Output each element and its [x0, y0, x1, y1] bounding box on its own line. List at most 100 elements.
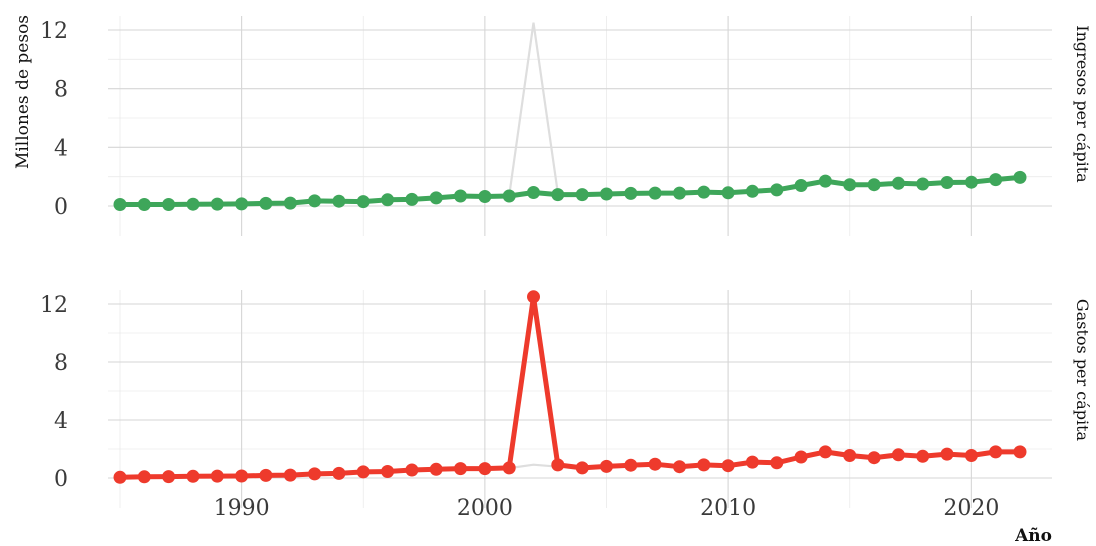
data-point-ingresos [600, 187, 613, 201]
data-point-gastos [673, 460, 686, 474]
data-point-gastos [916, 449, 930, 463]
data-point-ingresos [891, 176, 905, 190]
data-point-gastos [818, 445, 832, 459]
data-point-gastos [648, 457, 662, 471]
data-point-gastos [381, 465, 395, 478]
data-point-gastos [235, 469, 249, 483]
data-point-ingresos [1013, 170, 1027, 184]
y-tick-label: 4 [54, 136, 68, 161]
data-point-gastos [624, 458, 638, 472]
y-tick-label: 0 [54, 467, 68, 492]
data-point-gastos [356, 465, 370, 479]
x-axis: 1990 2000 2010 2020 [214, 496, 1000, 521]
data-point-ingresos [186, 197, 200, 211]
data-point-gastos [600, 459, 613, 473]
data-point-ingresos [137, 198, 151, 211]
data-point-gastos [137, 470, 151, 484]
background-line-gastos [119, 22, 1020, 207]
data-point-gastos [794, 450, 808, 464]
data-point-gastos [551, 458, 565, 472]
data-point-ingresos [697, 185, 711, 199]
data-point-ingresos [113, 198, 127, 211]
x-axis-title: Año [1014, 526, 1052, 546]
data-point-gastos [940, 447, 954, 461]
gastos-panel: 0 4 8 12 [40, 290, 1052, 508]
data-point-ingresos [648, 186, 662, 200]
data-point-gastos [186, 469, 200, 483]
data-point-ingresos [843, 178, 857, 192]
data-point-gastos [1013, 445, 1027, 459]
series-line-gastos [117, 294, 1023, 480]
data-point-gastos [259, 468, 273, 482]
data-point-ingresos [308, 194, 322, 208]
data-point-ingresos [721, 186, 735, 200]
data-point-ingresos [940, 176, 954, 189]
data-point-ingresos [818, 174, 832, 188]
data-point-gastos [283, 468, 297, 482]
facet-strip-gastos: Gastos per cápita [1073, 299, 1092, 442]
facet-strip-ingresos: Ingresos per cápita [1073, 25, 1092, 183]
data-point-ingresos [964, 175, 978, 189]
data-point-gastos [210, 469, 224, 483]
x-tick-label: 2020 [943, 496, 999, 521]
data-point-gastos [843, 449, 857, 462]
y-axis-title: Millones de pesos [13, 15, 33, 169]
data-point-ingresos [527, 186, 540, 199]
data-point-ingresos [745, 184, 759, 198]
data-point-gastos [113, 470, 127, 484]
data-point-ingresos [867, 178, 881, 192]
data-point-ingresos [551, 188, 565, 202]
data-point-gastos [162, 470, 176, 484]
data-point-ingresos [989, 173, 1003, 187]
data-point-ingresos [794, 179, 808, 192]
data-point-ingresos [162, 198, 176, 211]
data-point-ingresos [770, 183, 784, 197]
x-tick-label: 2010 [700, 496, 756, 521]
data-point-gastos [527, 290, 540, 304]
y-tick-label: 4 [54, 409, 68, 434]
data-point-gastos [502, 461, 516, 475]
y-tick-label: 0 [54, 195, 68, 220]
data-point-gastos [575, 461, 589, 475]
data-point-ingresos [235, 197, 249, 211]
data-point-ingresos [356, 195, 370, 209]
x-tick-label: 2000 [457, 496, 513, 521]
series-line-ingresos [117, 174, 1023, 207]
data-point-ingresos [381, 193, 395, 207]
data-point-gastos [989, 445, 1003, 459]
data-point-ingresos [283, 196, 297, 210]
data-point-gastos [721, 459, 735, 473]
data-point-gastos [964, 449, 978, 462]
x-tick-label: 1990 [214, 496, 270, 521]
y-tick-label: 8 [54, 351, 68, 376]
data-point-ingresos [332, 194, 346, 208]
data-point-ingresos [405, 192, 419, 206]
y-tick-label: 12 [40, 19, 68, 44]
data-point-gastos [454, 462, 467, 476]
data-point-ingresos [624, 186, 638, 200]
data-point-gastos [891, 448, 905, 462]
y-tick-label: 8 [54, 78, 68, 103]
data-point-ingresos [502, 189, 516, 203]
data-point-gastos [478, 462, 492, 476]
data-point-ingresos [259, 196, 273, 210]
background-line-ingresos [120, 448, 1021, 478]
data-point-gastos [308, 467, 322, 481]
data-point-gastos [867, 451, 881, 465]
ingresos-panel: 0 4 8 12 [40, 16, 1052, 236]
data-point-ingresos [916, 177, 930, 191]
data-point-ingresos [210, 197, 224, 211]
data-point-ingresos [673, 186, 686, 200]
data-point-ingresos [429, 191, 443, 205]
data-point-gastos [770, 456, 784, 470]
y-tick-label: 12 [40, 293, 68, 318]
data-point-ingresos [454, 189, 467, 203]
data-point-gastos [332, 466, 346, 480]
data-point-gastos [405, 463, 419, 477]
data-point-gastos [697, 458, 711, 472]
data-point-ingresos [575, 188, 589, 202]
data-point-ingresos [478, 190, 492, 203]
data-point-gastos [745, 455, 759, 469]
data-point-gastos [429, 462, 443, 476]
